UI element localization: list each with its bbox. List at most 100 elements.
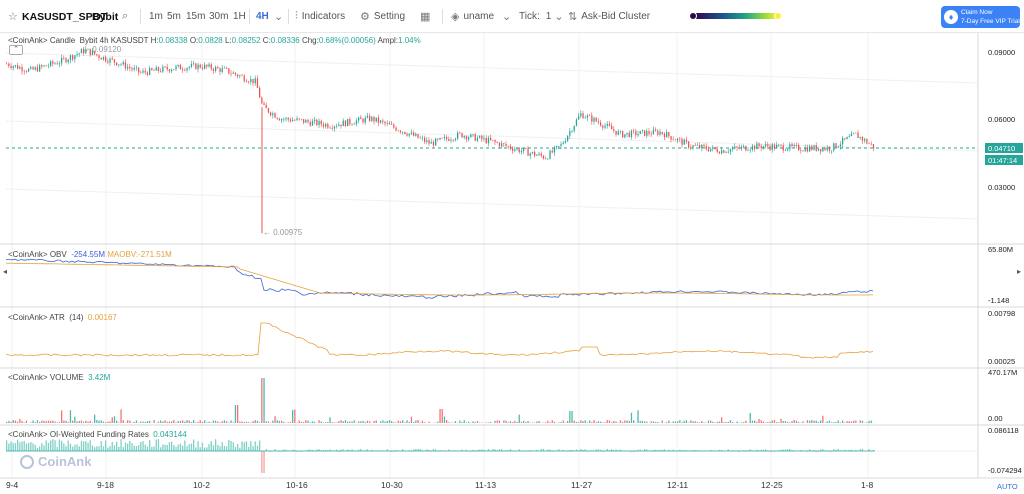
timeframe-dropdown-chevron-icon[interactable]: ⌄: [274, 11, 284, 23]
candle-body: [503, 143, 505, 145]
funding-bar: [274, 448, 276, 451]
candle-body: [19, 67, 21, 69]
candle-body: [241, 75, 243, 77]
volume-bar: [421, 420, 424, 423]
slider-handle-left[interactable]: [689, 12, 697, 20]
exchange-name[interactable]: Bybit: [92, 10, 119, 23]
candle-body: [28, 68, 30, 72]
volume-bar: [538, 420, 540, 423]
candle-body: [118, 64, 120, 66]
funding-bar: [358, 449, 360, 451]
candle-body: [80, 49, 83, 54]
grid-hline: [5, 120, 979, 152]
candle-body: [677, 138, 679, 141]
candle-body: [61, 57, 63, 64]
candle-body: [210, 64, 212, 70]
funding-bar: [615, 449, 617, 451]
volume-bar: [707, 420, 710, 423]
volume-bar: [573, 420, 575, 423]
indicators-button[interactable]: ⫶ Indicators: [295, 0, 345, 33]
collapse-legend-button[interactable]: ⌃: [9, 45, 23, 55]
volume-bar: [47, 420, 50, 423]
slider-handle-right[interactable]: [774, 12, 782, 20]
volume-bar: [177, 421, 179, 423]
candle-body: [338, 124, 340, 127]
funding-bar: [727, 449, 729, 451]
timeframe-1m[interactable]: 1m: [149, 11, 163, 22]
volume-bar: [14, 420, 17, 423]
candle-body: [397, 130, 399, 132]
volume-bar: [650, 421, 652, 423]
volume-bar: [459, 420, 461, 423]
funding-bar: [672, 449, 674, 451]
volume-bar: [428, 421, 430, 423]
search-icon[interactable]: ⌕: [122, 10, 129, 22]
volume-bar: [276, 420, 278, 423]
funding-bar: [608, 450, 611, 451]
timeframe-15m[interactable]: 15m: [186, 11, 206, 22]
setting-button[interactable]: ⚙ Setting: [360, 0, 405, 33]
ask-bid-cluster-button[interactable]: ⇅ Ask-Bid Cluster: [568, 0, 650, 33]
timeframe-1h[interactable]: 1H: [233, 11, 246, 22]
funding-bar: [692, 449, 694, 451]
candle-body: [149, 68, 151, 75]
candle-body: [694, 145, 696, 146]
auto-scale-button[interactable]: AUTO: [997, 482, 1018, 491]
panel-left-arrow-icon[interactable]: ◂: [3, 267, 8, 276]
candle-body: [278, 118, 281, 121]
chart-canvas[interactable]: [0, 33, 1024, 494]
timeframe-5m[interactable]: 5m: [167, 11, 181, 22]
candle-body: [208, 64, 210, 67]
funding-bar: [142, 441, 144, 451]
volume-bar: [551, 420, 553, 423]
candle-body: [800, 150, 802, 151]
volume-bar: [406, 420, 408, 423]
tick-select[interactable]: Tick: 1 ⌄: [519, 0, 568, 33]
funding-bar: [153, 446, 155, 451]
funding-bar: [558, 449, 560, 451]
candle-body: [648, 131, 650, 134]
candle-body: [83, 49, 85, 54]
volume-bar: [582, 421, 584, 423]
volume-bar: [780, 418, 782, 423]
volume-bar: [197, 421, 199, 423]
layout-grid-icon[interactable]: ▦: [420, 11, 431, 23]
panel-right-arrow-icon[interactable]: ▸: [1017, 267, 1022, 276]
candle-body: [223, 67, 226, 69]
funding-bar: [47, 442, 50, 451]
coinank-logo-icon: [20, 454, 34, 469]
funding-bar: [162, 444, 164, 451]
volume-bar: [751, 420, 754, 423]
uname-select[interactable]: ◈ uname ⌄: [451, 0, 515, 33]
candle-body: [824, 148, 826, 150]
cluster-icon: ⇅: [568, 11, 578, 23]
legend-source: <CoinAnk>: [8, 36, 48, 45]
volume-bar: [859, 420, 861, 423]
candle-body: [52, 61, 54, 64]
volume-bar: [17, 421, 19, 423]
candle-body: [69, 55, 72, 60]
favorite-star-icon[interactable]: ☆: [8, 11, 18, 23]
volume-bar: [637, 410, 639, 423]
candle-body: [344, 120, 347, 127]
candle-body: [435, 138, 437, 146]
candle-body: [538, 153, 540, 155]
candle-body: [512, 148, 514, 151]
heatmap-gradient-slider[interactable]: [694, 13, 778, 19]
volume-bar: [567, 420, 569, 423]
volume-bar: [76, 421, 78, 423]
candle-body: [657, 130, 659, 135]
volume-bar: [320, 421, 322, 423]
volume-bar: [96, 420, 98, 423]
candle-body: [232, 72, 234, 74]
symbol-name[interactable]: KASUSDT_SPOT: [22, 10, 108, 23]
volume-bar: [463, 420, 465, 423]
funding-bar: [28, 443, 30, 451]
volume-bar: [498, 420, 501, 423]
timeframe-30m[interactable]: 30m: [209, 11, 229, 22]
volume-bar: [549, 422, 551, 423]
claim-vip-button[interactable]: ♦ Claim Now 7-Day Free VIP Trial: [941, 6, 1020, 28]
volume-bar: [210, 422, 212, 423]
volume-bar: [668, 420, 670, 423]
timeframe-4h[interactable]: 4H: [256, 11, 269, 22]
